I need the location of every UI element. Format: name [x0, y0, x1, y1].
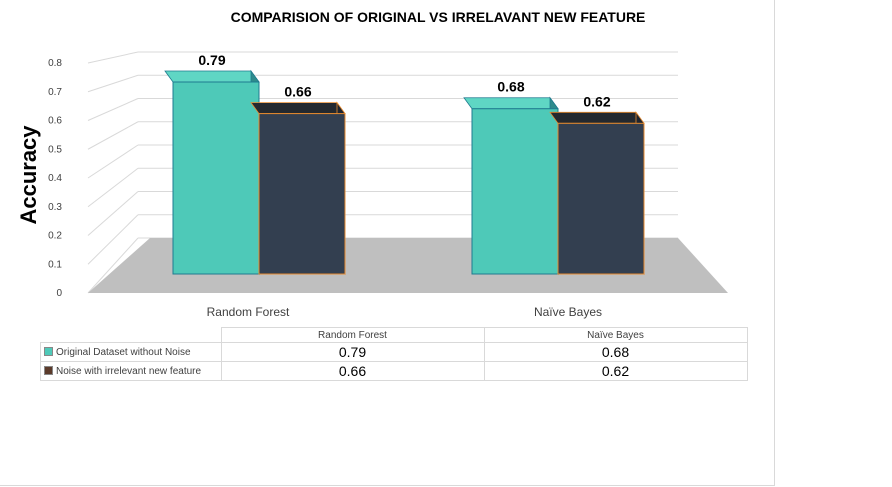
- x-category-label: Random Forest: [207, 305, 290, 319]
- y-axis-ticks: 0 0.1 0.2 0.3 0.4 0.5 0.6 0.7 0.8: [48, 58, 62, 299]
- chart-title: COMPARISION OF ORIGINAL VS IRRELAVANT NE…: [231, 9, 646, 25]
- bar: [557, 122, 645, 275]
- table-header-row: Random Forest Naïve Bayes: [40, 327, 748, 343]
- bar-top: [549, 111, 645, 124]
- y-tick-label: 0.2: [48, 231, 62, 242]
- legend-swatch-dark: [44, 366, 53, 376]
- gridline-side: [87, 237, 139, 294]
- gridline-side: [87, 98, 139, 121]
- legend-label: Original Dataset without Noise: [56, 346, 191, 358]
- legend-swatch-teal: [44, 347, 53, 357]
- gridline-side: [87, 74, 139, 93]
- data-labels: 0.79 0.66 0.68 0.62: [198, 52, 610, 109]
- data-label: 0.62: [583, 93, 610, 109]
- table-cell: 0.66: [220, 361, 485, 381]
- y-tick-label: 0.3: [48, 202, 62, 213]
- y-tick-label: 0: [56, 288, 62, 299]
- table-cell: 0.79: [220, 342, 485, 362]
- bar-top: [250, 102, 346, 114]
- data-table: Random Forest Naïve Bayes Original Datas…: [40, 327, 748, 381]
- table-row: Original Dataset without Noise 0.79 0.68: [40, 342, 748, 362]
- gridline-side: [87, 214, 139, 265]
- legend-label: Noise with irrelevant new feature: [56, 365, 202, 377]
- y-tick-label: 0.6: [48, 116, 62, 127]
- table-cell: 0.62: [483, 361, 748, 381]
- y-tick-label: 0.7: [48, 87, 62, 98]
- bar-top: [164, 70, 260, 83]
- table-header-naive-bayes: Naïve Bayes: [483, 327, 748, 343]
- y-tick-label: 0.1: [48, 259, 62, 270]
- chart-frame: 0.79 0.66 0.68 0.62 0 0.1 0.2 0.3 0.4 0.5 0.6 0.7 0…: [0, 0, 775, 486]
- gridline-side: [87, 121, 139, 150]
- legend-entry-noise: Noise with irrelevant new feature: [40, 361, 222, 381]
- gridline-side: [87, 191, 139, 236]
- y-axis-label: Accuracy: [16, 125, 41, 225]
- data-label: 0.79: [198, 52, 225, 68]
- data-label: 0.68: [497, 79, 524, 95]
- y-tick-label: 0.5: [48, 144, 62, 155]
- data-label: 0.66: [284, 84, 311, 100]
- y-tick-label: 0.4: [48, 173, 62, 184]
- bars: [164, 69, 645, 276]
- gridline-side: [87, 51, 139, 64]
- table-corner: [40, 327, 222, 343]
- table-cell: 0.68: [483, 342, 748, 362]
- bar: [258, 113, 346, 275]
- table-row: Noise with irrelevant new feature 0.66 0…: [40, 361, 748, 381]
- bar: [172, 81, 260, 275]
- table-header-random-forest: Random Forest: [220, 327, 485, 343]
- bar: [471, 108, 559, 275]
- y-tick-label: 0.8: [48, 58, 62, 69]
- x-category-label: Naïve Bayes: [534, 305, 602, 319]
- legend-entry-original: Original Dataset without Noise: [40, 342, 222, 362]
- x-axis-categories: Random Forest Naïve Bayes: [207, 305, 602, 319]
- gridline-side: [87, 144, 139, 179]
- bar-top: [463, 97, 559, 110]
- gridline-side: [87, 167, 139, 208]
